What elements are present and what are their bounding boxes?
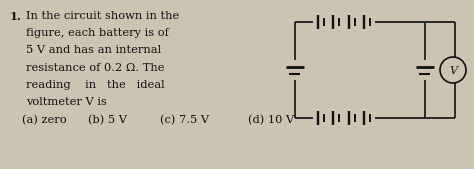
Text: (b) 5 V: (b) 5 V: [88, 115, 127, 126]
Text: V: V: [449, 66, 457, 76]
Text: (d) 10 V: (d) 10 V: [248, 115, 294, 126]
Text: 5 V and has an internal: 5 V and has an internal: [26, 45, 161, 55]
Text: (a) zero: (a) zero: [22, 115, 67, 126]
Text: voltmeter V is: voltmeter V is: [26, 97, 107, 107]
Text: reading    in   the   ideal: reading in the ideal: [26, 80, 164, 90]
Text: 1.: 1.: [10, 11, 22, 22]
Text: In the circuit shown in the: In the circuit shown in the: [26, 11, 179, 21]
Text: figure, each battery is of: figure, each battery is of: [26, 28, 169, 38]
Text: resistance of 0.2 Ω. The: resistance of 0.2 Ω. The: [26, 63, 164, 73]
Text: (c) 7.5 V: (c) 7.5 V: [160, 115, 209, 126]
